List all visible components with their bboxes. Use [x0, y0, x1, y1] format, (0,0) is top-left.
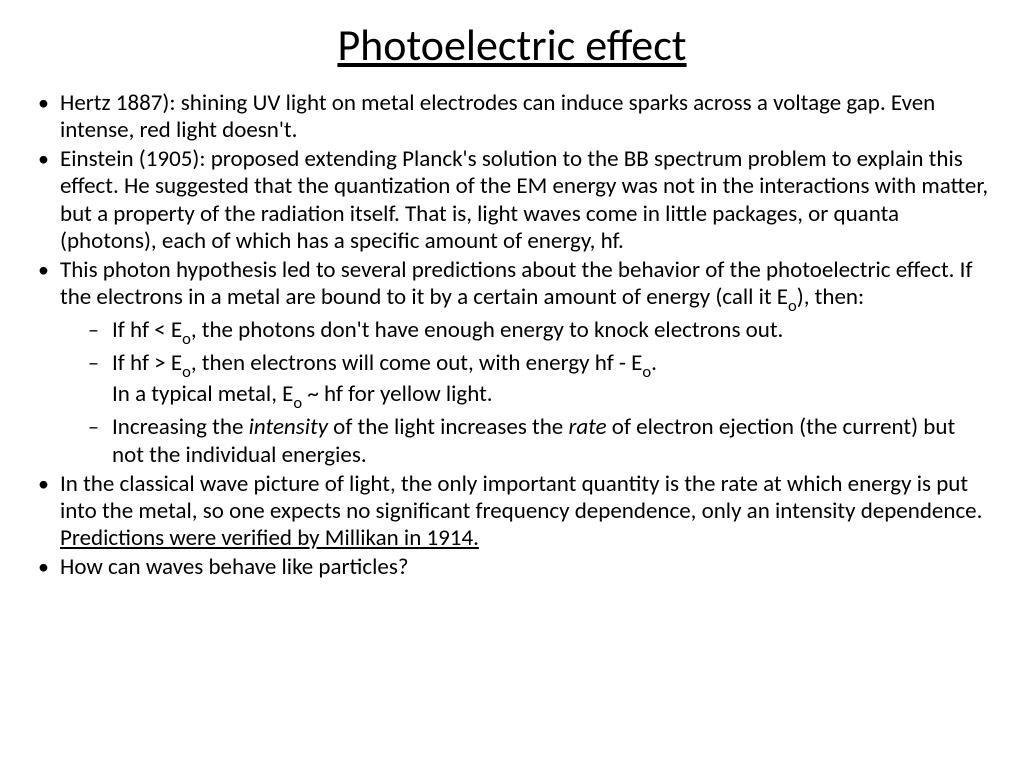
sub-bullet-lessthan: If hf < Eo, the photons don't have enoug… [60, 317, 992, 348]
bullet-list: Hertz 1887): shining UV light on metal e… [32, 90, 992, 581]
bullet-text: of the light increases the [328, 413, 568, 441]
bullet-text: Increasing the [112, 413, 249, 441]
subscript-o: o [293, 393, 302, 413]
slide-title: Photoelectric effect [32, 18, 992, 72]
subscript-o: o [642, 362, 651, 382]
bullet-text: In a typical metal, E [112, 380, 293, 408]
bullet-text: Einstein (1905): proposed extending Plan… [60, 145, 988, 254]
italic-rate: rate [568, 413, 606, 441]
bullet-text: ), then: [797, 283, 864, 311]
bullet-text: How can waves behave like particles? [60, 553, 408, 581]
bullet-text: Hertz 1887): shining UV light on metal e… [60, 89, 935, 144]
sub-bullet-intensity: Increasing the intensity of the light in… [60, 414, 992, 468]
bullet-question: How can waves behave like particles? [32, 554, 992, 581]
bullet-text: If hf < E [112, 316, 182, 344]
bullet-text: ~ hf for yellow light. [302, 380, 492, 408]
bullet-photon-hypothesis: This photon hypothesis led to several pr… [32, 257, 992, 469]
italic-intensity: intensity [249, 413, 328, 441]
bullet-text: , then electrons will come out, with ene… [191, 349, 643, 377]
bullet-einstein: Einstein (1905): proposed extending Plan… [32, 146, 992, 255]
bullet-hertz: Hertz 1887): shining UV light on metal e… [32, 90, 992, 144]
sub-bullet-list: If hf < Eo, the photons don't have enoug… [60, 317, 992, 469]
bullet-text: In the classical wave picture of light, … [60, 470, 982, 525]
subscript-o: o [788, 296, 797, 316]
bullet-classical-wave: In the classical wave picture of light, … [32, 471, 992, 552]
subscript-o: o [182, 329, 191, 349]
bullet-text: . [651, 349, 657, 377]
subscript-o: o [182, 362, 191, 382]
sub-bullet-greaterthan: If hf > Eo, then electrons will come out… [60, 350, 992, 412]
underlined-predictions: Predictions were verified by Millikan in… [60, 524, 479, 552]
bullet-text: , the photons don't have enough energy t… [191, 316, 784, 344]
bullet-text: If hf > E [112, 349, 182, 377]
